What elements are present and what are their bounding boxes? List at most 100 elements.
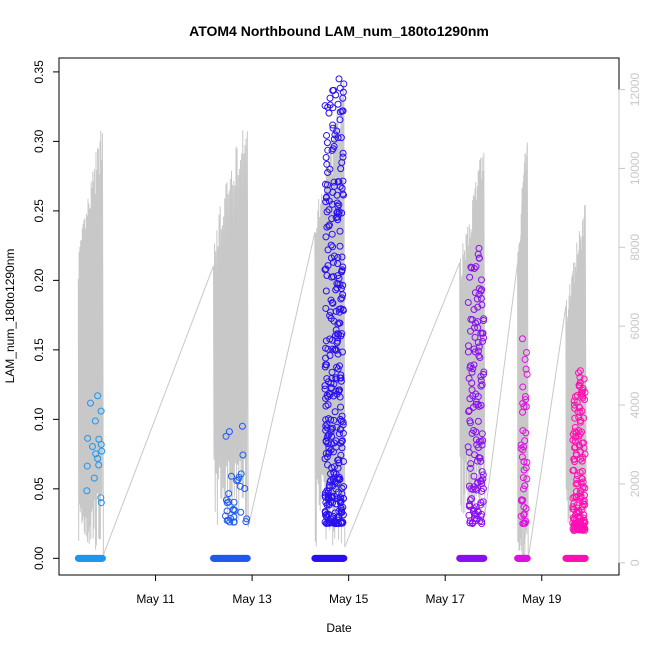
y2-tick-label: 12000 xyxy=(628,73,642,107)
data-point xyxy=(243,515,251,523)
data-point xyxy=(334,488,342,496)
data-point xyxy=(328,368,336,376)
y-tick-label: 0.30 xyxy=(32,129,46,153)
data-point xyxy=(324,186,332,194)
data-point xyxy=(576,379,584,387)
data-point xyxy=(523,458,531,466)
data-point xyxy=(337,403,345,411)
data-point xyxy=(521,355,529,363)
data-point xyxy=(331,408,339,416)
data-point xyxy=(338,294,346,302)
series-group xyxy=(311,75,348,562)
data-point xyxy=(323,272,331,280)
data-point xyxy=(98,554,106,562)
data-point xyxy=(474,338,482,346)
data-point xyxy=(88,443,96,451)
data-point xyxy=(327,477,335,485)
data-point xyxy=(470,264,478,272)
data-point xyxy=(572,517,580,525)
data-point xyxy=(334,320,342,328)
data-point xyxy=(520,503,528,511)
data-point xyxy=(480,370,488,378)
data-point xyxy=(326,391,334,399)
data-point xyxy=(335,274,343,282)
data-point xyxy=(465,502,473,510)
data-point xyxy=(97,407,105,415)
data-point xyxy=(334,350,342,358)
data-point xyxy=(339,177,347,185)
data-point xyxy=(335,319,343,327)
data-point xyxy=(471,333,479,341)
data-point xyxy=(330,178,338,186)
data-point xyxy=(333,209,341,217)
data-point xyxy=(336,393,344,401)
data-point xyxy=(577,521,585,529)
data-point xyxy=(334,365,342,373)
data-point xyxy=(523,475,531,483)
data-point xyxy=(339,149,347,157)
data-point xyxy=(467,263,475,271)
data-point xyxy=(576,469,584,477)
data-point xyxy=(338,506,346,514)
data-point xyxy=(328,200,336,208)
data-point xyxy=(325,415,333,423)
data-point xyxy=(577,448,585,456)
data-point xyxy=(227,514,235,522)
data-point xyxy=(327,428,335,436)
data-point xyxy=(338,253,346,261)
data-point xyxy=(466,417,474,425)
data-point xyxy=(324,262,332,270)
data-point xyxy=(470,324,478,332)
data-point xyxy=(520,485,528,493)
data-point xyxy=(335,201,343,209)
data-point xyxy=(322,265,330,273)
data-point xyxy=(325,449,333,457)
data-point xyxy=(571,404,579,412)
data-point xyxy=(92,450,100,458)
data-point xyxy=(321,382,329,390)
x-axis-label: Date xyxy=(326,621,352,635)
data-point xyxy=(321,102,329,110)
data-point xyxy=(478,468,486,476)
y-tick-label: 0.20 xyxy=(32,268,46,292)
data-point xyxy=(580,516,588,524)
y-tick-label: 0.25 xyxy=(32,199,46,223)
data-point xyxy=(326,498,334,506)
data-point xyxy=(465,482,473,490)
data-point xyxy=(522,349,530,357)
data-point xyxy=(474,318,482,326)
data-point xyxy=(336,415,344,423)
data-point xyxy=(477,276,485,284)
data-point xyxy=(522,365,530,373)
data-point xyxy=(332,307,340,315)
data-point xyxy=(469,507,477,515)
data-point xyxy=(336,476,344,484)
chart-title: ATOM4 Northbound LAM_num_180to1290nm xyxy=(189,23,489,39)
data-point xyxy=(470,472,478,480)
y-tick-label: 0.35 xyxy=(32,60,46,84)
data-point xyxy=(243,554,251,562)
data-point xyxy=(335,178,343,186)
data-point xyxy=(322,154,330,162)
data-point xyxy=(575,508,583,516)
data-point xyxy=(336,426,344,434)
data-point xyxy=(324,487,332,495)
data-point xyxy=(473,441,481,449)
data-point xyxy=(578,457,586,465)
data-point xyxy=(328,230,336,238)
data-point xyxy=(472,263,480,271)
data-point xyxy=(329,121,337,129)
series-group xyxy=(209,422,251,562)
data-point xyxy=(467,327,475,335)
data-point xyxy=(580,439,588,447)
data-point xyxy=(83,487,91,495)
data-point xyxy=(474,303,482,311)
data-point xyxy=(572,450,580,458)
data-point xyxy=(322,304,330,312)
data-point xyxy=(328,299,336,307)
secondary-series-line xyxy=(77,82,587,559)
data-point xyxy=(97,494,105,502)
data-point xyxy=(480,554,488,562)
data-point xyxy=(471,485,479,493)
data-point xyxy=(339,511,347,519)
